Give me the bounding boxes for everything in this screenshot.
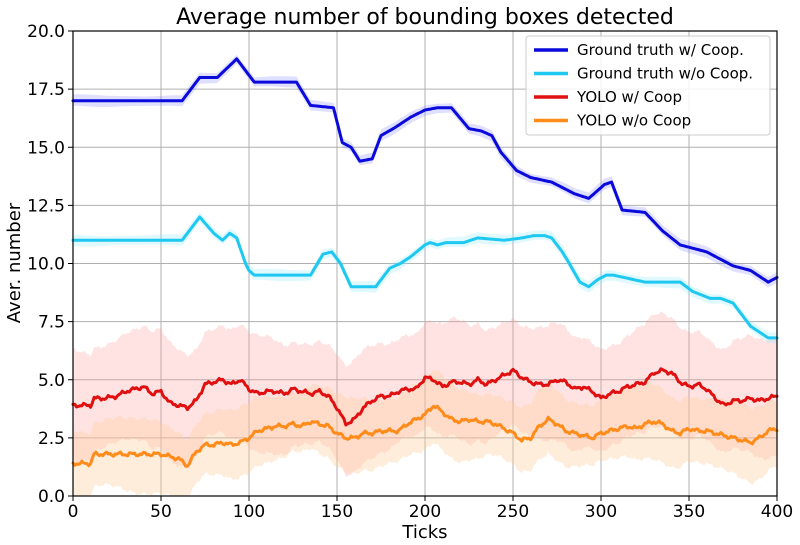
x-tick-label: 150 [321,502,353,522]
legend-label: YOLO w/ Coop [576,88,682,106]
x-tick-label: 100 [233,502,265,522]
x-tick-label: 400 [761,502,793,522]
series-line [71,404,779,468]
x-tick-label: 350 [673,502,705,522]
x-tick-label: 50 [150,502,172,522]
y-ticks: 0.0 2.5 5.0 7.5 10.0 12.5 15.0 17.5 20.0 [27,22,73,507]
legend-label: Ground truth w/ Coop. [577,41,744,59]
y-tick-label: 2.5 [38,429,65,449]
legend-label: YOLO w/o Coop [576,112,691,130]
confidence-band [73,212,777,344]
confidence-bands [73,54,777,496]
y-tick-label: 17.5 [27,80,65,100]
x-tick-label: 300 [585,502,617,522]
chart-title: Average number of bounding boxes detecte… [176,5,674,30]
x-tick-label: 200 [409,502,441,522]
confidence-band [73,311,777,477]
y-tick-label: 15.0 [27,138,65,158]
y-tick-label: 20.0 [27,22,65,42]
y-tick-label: 0.0 [38,487,65,507]
y-tick-label: 7.5 [38,313,65,333]
legend: Ground truth w/ Coop. Ground truth w/o Co… [525,35,771,136]
x-tick-label: 250 [497,502,529,522]
x-axis-label: Ticks [401,522,447,543]
series-line [71,215,779,340]
y-tick-label: 12.5 [27,196,65,216]
confidence-band [73,369,777,496]
series-line [71,367,779,427]
y-axis-label: Aver. number [4,202,25,323]
x-tick-label: 0 [68,502,79,522]
series-line [71,57,779,284]
legend-label: Ground truth w/o Coop. [577,65,753,83]
legend-box [525,35,771,136]
y-tick-label: 10.0 [27,255,65,275]
y-tick-label: 5.0 [38,371,65,391]
series-lines [71,57,779,468]
x-ticks: 0 50 100 150 200 250 300 350 400 [68,496,793,522]
